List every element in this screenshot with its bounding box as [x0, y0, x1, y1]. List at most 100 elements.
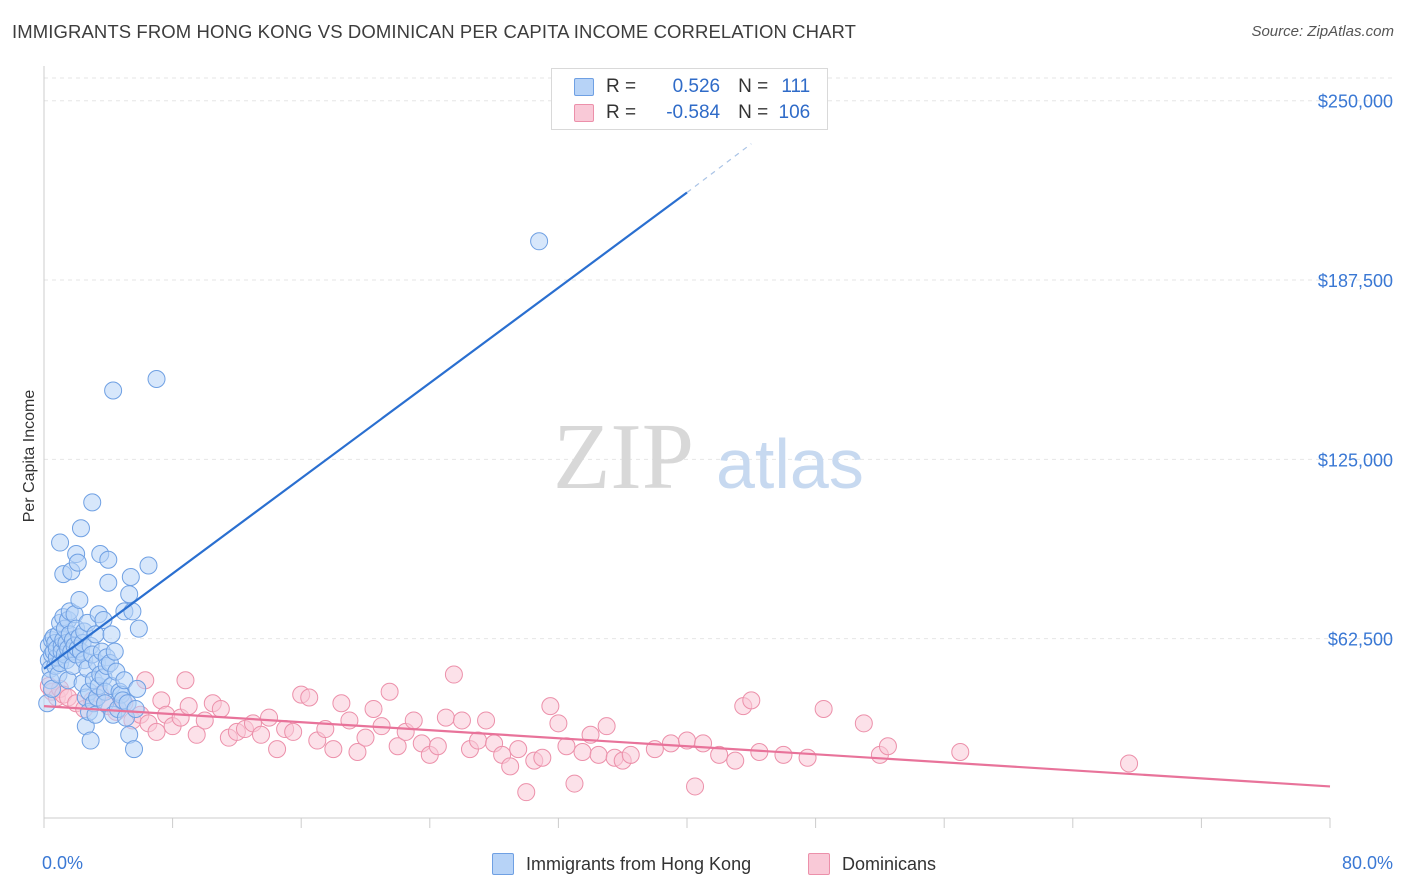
- data-point-hong-kong: [99, 573, 118, 592]
- data-point-hong-kong: [128, 679, 147, 698]
- data-point-dominicans: [1120, 754, 1139, 773]
- legend-n-value: 106: [778, 102, 811, 123]
- data-point-dominicans: [573, 743, 592, 762]
- trend-line-hong-kong-extension: [686, 143, 752, 193]
- data-point-hong-kong: [115, 671, 134, 690]
- data-point-dominicans: [147, 722, 166, 741]
- data-point-dominicans: [517, 783, 536, 802]
- data-point-dominicans: [348, 743, 367, 762]
- data-point-dominicans: [179, 697, 198, 716]
- grid-layer: [44, 77, 1394, 640]
- data-point-dominicans: [694, 734, 713, 753]
- legend-n-label: N =: [738, 102, 769, 123]
- data-point-hong-kong: [139, 556, 158, 575]
- y-tick-label: $62,500: [1328, 630, 1393, 650]
- series-hong-kong-points: [38, 232, 549, 759]
- trend-line-dominicans: [43, 705, 1331, 788]
- data-point-hong-kong: [99, 550, 118, 569]
- data-point-hong-kong: [105, 642, 124, 661]
- data-point-dominicans: [284, 722, 303, 741]
- data-point-dominicans: [501, 757, 520, 776]
- tick-labels: $62,500 $125,000 $187,500 $250,000 0.0% 80.0%: [42, 92, 1393, 873]
- data-point-dominicans: [356, 728, 375, 747]
- legend-row-dominicans: R = -0.584 N = 106: [574, 101, 810, 125]
- legend-label-dominicans: Dominicans: [842, 853, 937, 874]
- trend-line-hong-kong: [43, 191, 688, 670]
- data-point-dominicans: [557, 737, 576, 756]
- data-point-hong-kong: [125, 740, 144, 759]
- data-point-dominicans: [951, 743, 970, 762]
- trend-lines: [43, 143, 1331, 788]
- data-point-dominicans: [549, 714, 568, 733]
- legend-r-value: -0.584: [666, 102, 721, 123]
- data-point-hong-kong: [81, 731, 100, 750]
- watermark-zip: ZIP: [553, 405, 694, 509]
- data-point-dominicans: [380, 682, 399, 701]
- data-point-dominicans: [774, 745, 793, 764]
- data-point-hong-kong: [102, 625, 121, 644]
- data-point-hong-kong: [70, 590, 89, 609]
- data-point-dominicans: [742, 691, 761, 710]
- legend-item-dominicans[interactable]: Dominicans: [808, 852, 936, 876]
- data-point-dominicans: [324, 740, 343, 759]
- data-point-hong-kong: [530, 232, 549, 251]
- x-tick-label-max: 80.0%: [1342, 853, 1393, 873]
- data-point-dominicans: [597, 717, 616, 736]
- data-point-dominicans: [260, 708, 279, 727]
- data-point-dominicans: [878, 737, 897, 756]
- data-point-hong-kong: [147, 370, 166, 389]
- legend-swatch-blue: [574, 78, 594, 96]
- legend-label-hong-kong: Immigrants from Hong Kong: [526, 853, 752, 874]
- y-tick-label: $125,000: [1318, 450, 1393, 470]
- watermark-atlas: atlas: [716, 425, 864, 503]
- data-point-dominicans: [404, 711, 423, 730]
- data-point-dominicans: [252, 725, 271, 744]
- data-point-hong-kong: [51, 533, 70, 552]
- data-point-dominicans: [798, 748, 817, 767]
- x-tick-label-min: 0.0%: [42, 853, 83, 873]
- data-point-dominicans: [509, 740, 528, 759]
- source-label: Source: ZipAtlas.com: [1251, 23, 1394, 40]
- legend-r-label: R =: [606, 102, 637, 123]
- data-point-dominicans: [300, 688, 319, 707]
- legend-n-label: N =: [738, 76, 769, 97]
- data-point-dominicans: [541, 697, 560, 716]
- legend-swatch-blue: [492, 853, 514, 875]
- data-point-hong-kong: [129, 619, 148, 638]
- data-point-dominicans: [854, 714, 873, 733]
- data-point-dominicans: [268, 740, 287, 759]
- data-point-dominicans: [686, 777, 705, 796]
- legend-item-hong-kong[interactable]: Immigrants from Hong Kong: [492, 852, 751, 876]
- data-point-hong-kong: [83, 493, 102, 512]
- data-point-dominicans: [533, 748, 552, 767]
- data-point-dominicans: [477, 711, 496, 730]
- legend-swatch-pink: [574, 104, 594, 122]
- data-point-dominicans: [332, 694, 351, 713]
- data-point-hong-kong: [104, 381, 123, 400]
- watermark: ZIP atlas: [553, 405, 864, 509]
- data-point-dominicans: [710, 745, 729, 764]
- data-point-hong-kong: [121, 567, 140, 586]
- data-point-dominicans: [364, 699, 383, 718]
- series-dominicans-points: [39, 665, 1139, 802]
- legend-r-value: 0.526: [672, 76, 721, 97]
- data-point-dominicans: [621, 745, 640, 764]
- data-point-hong-kong: [71, 519, 90, 538]
- data-point-dominicans: [726, 751, 745, 770]
- y-tick-label: $250,000: [1318, 92, 1393, 112]
- data-point-dominicans: [452, 711, 471, 730]
- data-point-dominicans: [565, 774, 584, 793]
- y-tick-label: $187,500: [1318, 271, 1393, 291]
- correlation-legend: R = 0.526 N = 111 R = -0.584 N = 106: [551, 68, 828, 130]
- data-point-dominicans: [428, 737, 447, 756]
- legend-swatch-pink: [808, 853, 830, 875]
- legend-n-value: 111: [781, 76, 811, 97]
- data-point-hong-kong: [126, 699, 145, 718]
- data-point-hong-kong: [123, 602, 142, 621]
- chart-title: IMMIGRANTS FROM HONG KONG VS DOMINICAN P…: [12, 21, 857, 42]
- data-point-dominicans: [388, 737, 407, 756]
- data-point-dominicans: [661, 734, 680, 753]
- data-point-dominicans: [589, 745, 608, 764]
- data-point-dominicans: [814, 699, 833, 718]
